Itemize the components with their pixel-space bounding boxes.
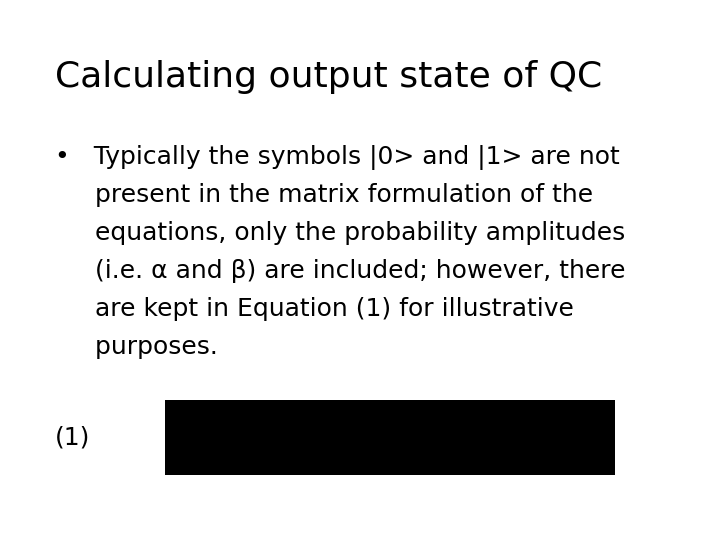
Text: Calculating output state of QC: Calculating output state of QC (55, 60, 602, 94)
Text: (1): (1) (55, 425, 91, 449)
Text: present in the matrix formulation of the: present in the matrix formulation of the (55, 183, 593, 207)
Bar (165, 400, 615, 475)
Text: equations, only the probability amplitudes: equations, only the probability amplitud… (55, 221, 625, 245)
Text: •   Typically the symbols |0> and |1> are not: • Typically the symbols |0> and |1> are … (55, 145, 620, 170)
Text: (i.e. α and β) are included; however, there: (i.e. α and β) are included; however, th… (55, 259, 626, 283)
Text: purposes.: purposes. (55, 335, 218, 359)
Text: are kept in Equation (1) for illustrative: are kept in Equation (1) for illustrativ… (55, 297, 574, 321)
